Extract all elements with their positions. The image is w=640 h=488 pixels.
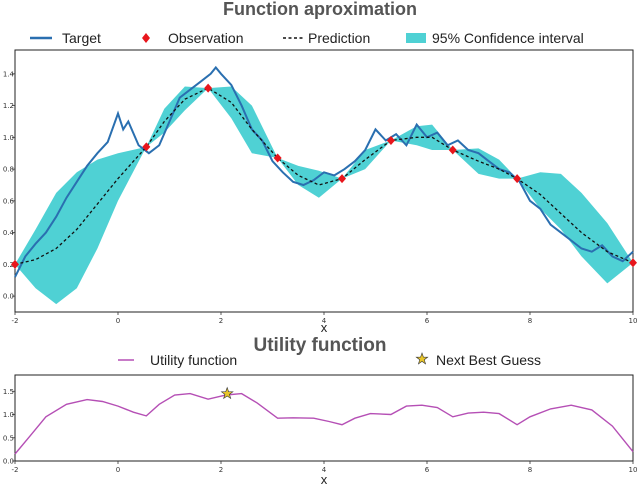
observation-markers: [11, 83, 637, 269]
target-line: [14, 65, 634, 278]
x-tick-label: -2: [12, 466, 19, 474]
y-tick-label: 1.5: [3, 388, 14, 396]
observation-point: [629, 258, 637, 268]
y-tick-label: 1.2: [3, 102, 14, 110]
legend-confidence-label: 95% Confidence interval: [432, 30, 584, 46]
observation-point: [386, 136, 395, 146]
x-tick-label: 2: [219, 317, 223, 325]
x-tick-label: 4: [322, 466, 327, 474]
x-tick-label: -2: [12, 317, 19, 325]
observation-point: [142, 142, 151, 152]
prediction-line: [14, 87, 634, 266]
y-tick-label: 0.4: [3, 229, 15, 237]
x-tick-label: 2: [219, 466, 223, 474]
legend-observation-label: Observation: [168, 30, 243, 46]
observation-point: [513, 174, 522, 184]
y-tick-label: 1.4: [3, 70, 15, 78]
x-tick-label: 8: [528, 317, 532, 325]
y-tick-label: 0.0: [3, 458, 14, 466]
observation-point: [11, 259, 19, 269]
utility-legend: Utility function Next Best Guess: [118, 352, 541, 368]
x-tick-label: 0: [116, 466, 120, 474]
x-tick-label: 4: [322, 317, 327, 325]
utility-plot-frame: [14, 374, 634, 462]
legend-utility-label: Utility function: [150, 352, 237, 368]
x-tick-label: 8: [528, 466, 532, 474]
y-tick-label: 0.5: [3, 434, 14, 442]
main-chart-title: Function aproximation: [223, 0, 417, 19]
main-axis-ticks: -2 0 2 4 6 8 10 0.0 0.2 0.4 0.6 0.8 1.0 1.2 1.4: [3, 70, 638, 325]
observation-point: [338, 174, 347, 184]
legend-observation-marker: [142, 33, 150, 43]
legend-target-label: Target: [62, 30, 101, 46]
utility-x-axis-label: x: [321, 472, 328, 487]
y-tick-label: 1.0: [3, 411, 14, 419]
x-tick-label: 10: [629, 317, 638, 325]
utility-chart-title: Utility function: [254, 335, 387, 356]
legend-next-guess-label: Next Best Guess: [436, 352, 541, 368]
y-tick-label: 1.0: [3, 134, 14, 142]
y-tick-label: 0.2: [3, 261, 14, 269]
legend-prediction-label: Prediction: [308, 30, 370, 46]
y-tick-label: 0.8: [3, 166, 14, 174]
utility-line: [14, 392, 634, 455]
legend-next-guess-marker: [415, 352, 429, 365]
observation-point: [448, 145, 457, 155]
observation-point: [273, 153, 282, 163]
x-tick-label: 6: [425, 466, 430, 474]
next-best-guess-star: [220, 386, 234, 400]
confidence-interval-band: [15, 86, 633, 305]
x-tick-label: 6: [425, 317, 430, 325]
main-legend: Target Observation Prediction 95% Confid…: [30, 30, 584, 46]
x-tick-label: 10: [629, 466, 638, 474]
y-tick-label: 0.0: [3, 293, 14, 301]
observation-point: [204, 83, 213, 93]
y-tick-label: 0.6: [3, 197, 15, 205]
main-x-axis-label: x: [321, 320, 328, 335]
next-best-guess-marker: [220, 386, 234, 400]
utility-axis-ticks: -2 0 2 4 6 8 10 0.0 0.5 1.0 1.5: [3, 388, 638, 474]
x-tick-label: 0: [116, 317, 120, 325]
legend-confidence-swatch: [406, 33, 426, 43]
